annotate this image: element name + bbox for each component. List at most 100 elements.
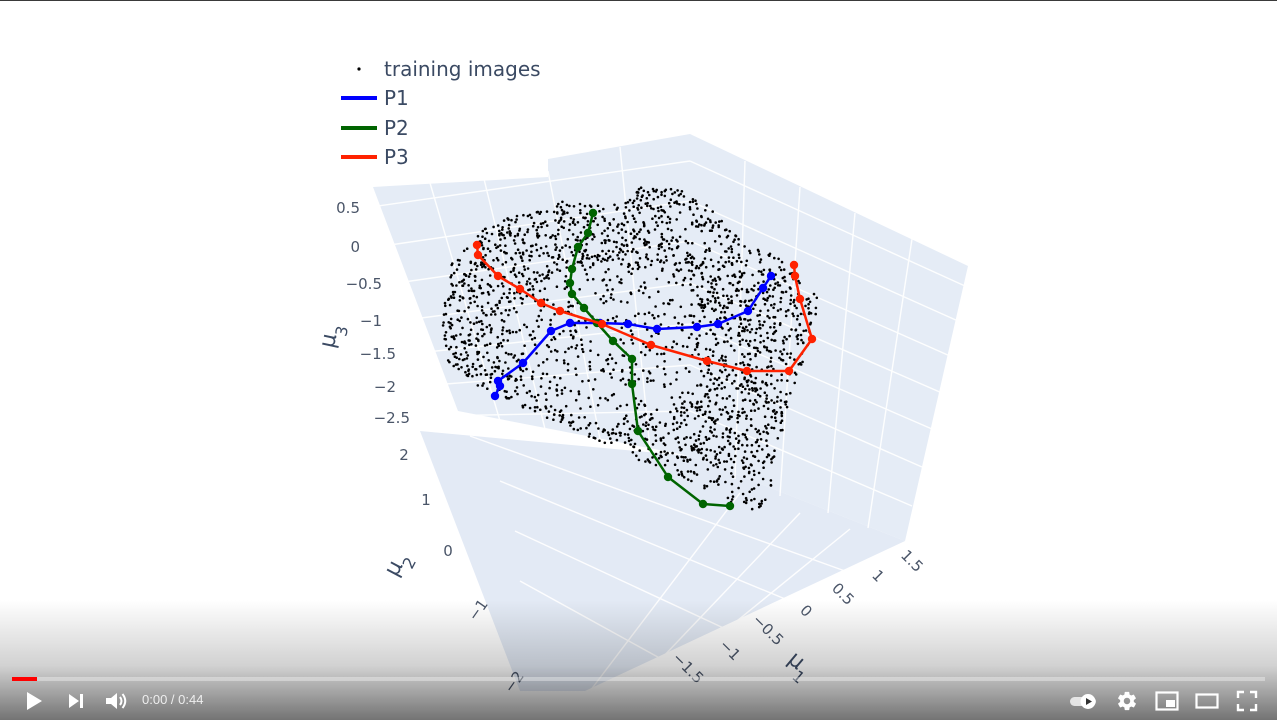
training-image-point bbox=[738, 340, 742, 343]
training-image-point bbox=[709, 300, 712, 303]
training-image-point bbox=[660, 245, 663, 249]
training-image-point bbox=[745, 259, 749, 263]
training-image-point bbox=[545, 416, 549, 420]
training-image-point bbox=[716, 341, 720, 345]
training-image-point bbox=[711, 226, 714, 229]
training-image-point bbox=[569, 216, 573, 220]
theater-mode-button[interactable] bbox=[1189, 686, 1225, 716]
training-image-point bbox=[663, 312, 666, 316]
training-image-point bbox=[721, 306, 725, 310]
training-image-point bbox=[750, 443, 754, 447]
training-image-point bbox=[700, 214, 703, 218]
x-tick-label: 0 bbox=[796, 601, 815, 620]
training-image-point bbox=[548, 386, 551, 390]
training-image-point bbox=[730, 263, 734, 267]
training-image-point bbox=[773, 449, 776, 453]
training-image-point bbox=[697, 434, 701, 438]
training-image-point bbox=[713, 333, 717, 336]
training-image-point bbox=[624, 230, 628, 233]
training-image-point bbox=[612, 368, 615, 372]
training-image-point bbox=[726, 496, 730, 500]
training-image-point bbox=[630, 250, 634, 253]
training-image-point bbox=[749, 375, 753, 378]
legend-item-training-images[interactable]: training images bbox=[357, 57, 541, 81]
training-image-point bbox=[620, 326, 624, 330]
training-image-point bbox=[692, 446, 695, 450]
training-image-point bbox=[480, 328, 483, 331]
training-image-point bbox=[514, 220, 517, 224]
training-image-point bbox=[604, 397, 607, 400]
miniplayer-button[interactable] bbox=[1149, 686, 1185, 716]
training-image-point bbox=[743, 398, 747, 402]
training-image-point bbox=[671, 346, 674, 349]
training-image-point bbox=[781, 291, 785, 294]
volume-button[interactable] bbox=[98, 686, 134, 716]
training-image-point bbox=[500, 232, 503, 235]
path-marker-p1 bbox=[623, 319, 633, 329]
training-image-point bbox=[765, 439, 768, 442]
training-image-point bbox=[770, 303, 773, 307]
training-image-point bbox=[662, 302, 665, 305]
training-image-point bbox=[762, 466, 765, 470]
training-image-point bbox=[753, 398, 757, 402]
training-image-point bbox=[748, 323, 751, 326]
training-image-point bbox=[691, 198, 695, 201]
training-image-point bbox=[639, 399, 643, 403]
progress-bar[interactable] bbox=[12, 677, 1265, 681]
training-image-point bbox=[709, 461, 713, 464]
training-image-point bbox=[727, 328, 731, 332]
training-image-point bbox=[801, 341, 805, 344]
training-image-point bbox=[743, 475, 746, 478]
training-image-point bbox=[636, 194, 639, 197]
training-image-point bbox=[702, 441, 706, 445]
training-image-point bbox=[561, 246, 564, 249]
training-image-point bbox=[533, 409, 537, 413]
training-image-point bbox=[486, 351, 489, 355]
training-image-point bbox=[594, 292, 597, 295]
training-image-point bbox=[780, 379, 783, 382]
training-image-point bbox=[715, 378, 719, 382]
training-image-point bbox=[664, 345, 668, 349]
legend-item-p3[interactable]: P3 bbox=[341, 145, 409, 169]
training-image-point bbox=[634, 220, 637, 224]
training-image-point bbox=[482, 311, 485, 315]
legend-label: P2 bbox=[384, 116, 409, 140]
training-image-point bbox=[695, 409, 699, 412]
play-button[interactable] bbox=[15, 686, 51, 716]
training-image-point bbox=[538, 289, 542, 293]
training-image-point bbox=[587, 435, 591, 438]
training-image-point bbox=[629, 329, 633, 333]
training-image-point bbox=[463, 347, 467, 350]
training-image-point bbox=[748, 490, 751, 494]
training-image-point bbox=[530, 216, 533, 219]
training-image-point bbox=[612, 392, 616, 396]
training-image-point bbox=[778, 284, 782, 287]
settings-button[interactable] bbox=[1109, 686, 1145, 716]
training-image-point bbox=[549, 405, 553, 408]
training-image-point bbox=[653, 316, 656, 320]
training-image-point bbox=[650, 417, 653, 420]
training-image-point bbox=[651, 313, 654, 317]
training-image-point bbox=[747, 466, 751, 470]
training-image-point bbox=[639, 186, 643, 189]
autoplay-toggle[interactable] bbox=[1064, 686, 1104, 716]
training-image-point bbox=[759, 258, 763, 261]
next-button[interactable] bbox=[58, 686, 94, 716]
training-image-point bbox=[562, 226, 565, 230]
training-image-point bbox=[768, 316, 771, 320]
training-image-point bbox=[598, 254, 601, 258]
legend-item-p1[interactable]: P1 bbox=[341, 86, 409, 110]
training-image-point bbox=[659, 323, 663, 326]
training-image-point bbox=[638, 265, 641, 269]
training-image-point bbox=[555, 205, 559, 208]
fullscreen-button[interactable] bbox=[1229, 686, 1265, 716]
training-image-point bbox=[757, 407, 760, 410]
training-image-point bbox=[467, 284, 470, 287]
training-image-point bbox=[713, 287, 716, 291]
path-marker-p3 bbox=[789, 260, 799, 270]
training-image-point bbox=[753, 387, 757, 390]
legend-item-p2[interactable]: P2 bbox=[341, 116, 409, 140]
training-image-point bbox=[760, 499, 764, 503]
